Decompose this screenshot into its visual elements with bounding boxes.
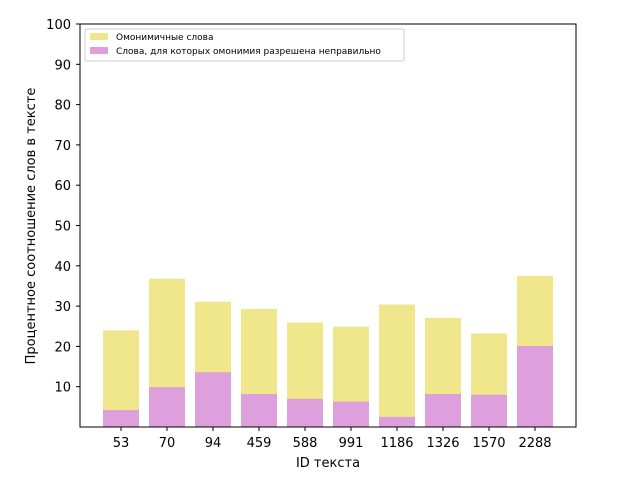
y-tick-label: 100 bbox=[46, 18, 71, 33]
y-tick-label: 40 bbox=[54, 260, 71, 275]
bars-layer bbox=[103, 275, 553, 427]
legend-label-homonyms: Омонимичные слова bbox=[116, 33, 213, 43]
bar-misresolved-991 bbox=[333, 401, 369, 427]
x-tick-label: 53 bbox=[113, 436, 130, 451]
legend-label-misresolved: Слова, для которых омонимия разрешена не… bbox=[116, 47, 381, 57]
y-tick-label: 80 bbox=[54, 99, 71, 114]
legend-swatch-homonyms bbox=[90, 33, 108, 40]
x-tick-label: 588 bbox=[293, 436, 318, 451]
x-tick-label: 1186 bbox=[380, 436, 413, 451]
x-axis-label: ID текста bbox=[296, 456, 360, 471]
x-axis: 53 70 94 459 588 991 1186 1326 1570 2288 bbox=[113, 427, 552, 451]
bar-misresolved-2288 bbox=[517, 346, 553, 427]
y-tick-label: 70 bbox=[54, 139, 71, 154]
y-tick-label: 50 bbox=[54, 220, 71, 235]
y-tick-label: 10 bbox=[54, 381, 71, 396]
bar-misresolved-1186 bbox=[379, 416, 415, 427]
bar-misresolved-70 bbox=[149, 387, 185, 427]
x-tick-label: 459 bbox=[247, 436, 272, 451]
bar-misresolved-94 bbox=[195, 372, 231, 427]
x-tick-label: 991 bbox=[339, 436, 364, 451]
x-tick-label: 70 bbox=[159, 436, 176, 451]
x-tick-label: 1326 bbox=[426, 436, 459, 451]
y-tick-label: 90 bbox=[54, 58, 71, 73]
y-tick-label: 60 bbox=[54, 179, 71, 194]
x-tick-label: 2288 bbox=[518, 436, 551, 451]
legend-box bbox=[84, 28, 405, 62]
y-axis: 10 20 30 40 50 60 70 80 90 100 bbox=[46, 18, 80, 396]
legend: Омонимичные слова Слова, для которых омо… bbox=[84, 28, 405, 62]
bar-misresolved-588 bbox=[287, 398, 323, 427]
bar-misresolved-1326 bbox=[425, 394, 461, 427]
y-tick-label: 20 bbox=[54, 340, 71, 355]
bar-homonyms-1186 bbox=[379, 304, 415, 427]
bar-misresolved-459 bbox=[241, 394, 277, 427]
legend-swatch-misresolved bbox=[90, 47, 108, 54]
y-tick-label: 30 bbox=[54, 300, 71, 315]
x-tick-label: 1570 bbox=[472, 436, 505, 451]
bar-misresolved-53 bbox=[103, 410, 139, 427]
y-axis-label: Процентное соотношение слов в тексте bbox=[24, 88, 39, 365]
bar-misresolved-1570 bbox=[471, 394, 507, 427]
x-tick-label: 94 bbox=[205, 436, 222, 451]
